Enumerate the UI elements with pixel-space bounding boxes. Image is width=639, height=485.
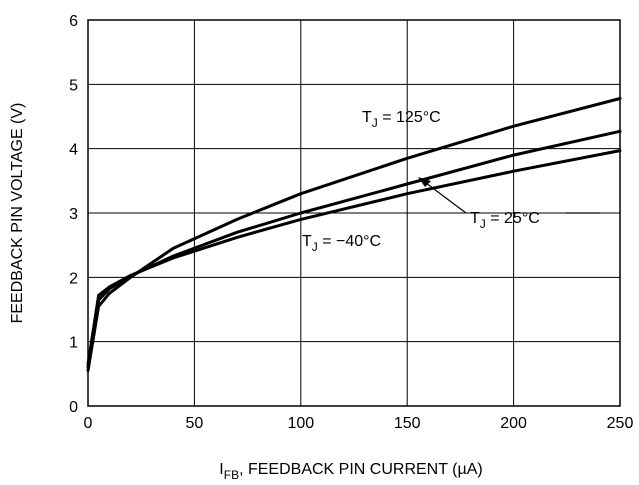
y-tick-label: 4: [69, 142, 78, 159]
x-tick-labels: 0 50 100 150 200 250: [84, 415, 634, 432]
series-line-125c: [86, 97, 622, 373]
series-label-125: TJ = 125°C: [362, 109, 441, 130]
y-tick-labels: 0 1 2 3 4 5 6: [69, 13, 78, 416]
series-label-minus40: TJ = −40°C: [302, 233, 381, 254]
series-label-25: TJ = 25°C: [470, 210, 540, 231]
series-line-25c: [86, 129, 622, 369]
x-axis-label: IFB, FEEDBACK PIN CURRENT (µA): [219, 461, 482, 482]
y-tick-label: 0: [69, 399, 78, 416]
plot-frame: [87, 19, 621, 407]
series-labels: TJ = 125°C TJ = 25°C TJ = −40°C: [302, 109, 540, 254]
x-tick-label: 0: [84, 415, 93, 432]
y-tick-label: 2: [69, 270, 78, 287]
x-tick-label: 100: [287, 415, 314, 432]
grid: [87, 19, 621, 407]
y-tick-label: 6: [69, 13, 78, 30]
y-axis-label: FEEDBACK PIN VOLTAGE (V): [9, 103, 26, 324]
series-group: [86, 97, 622, 373]
y-tick-label: 1: [69, 335, 78, 352]
series-line-minus40c: [86, 149, 622, 366]
x-tick-label: 250: [607, 415, 634, 432]
y-tick-label: 5: [69, 77, 78, 94]
leader-line-25-left: [425, 182, 467, 214]
x-tick-label: 200: [500, 415, 527, 432]
x-tick-label: 50: [186, 415, 204, 432]
leader-arrowhead-25: [418, 177, 431, 187]
x-tick-label: 150: [394, 415, 421, 432]
leader-lines: [418, 177, 600, 214]
y-tick-label: 3: [69, 206, 78, 223]
